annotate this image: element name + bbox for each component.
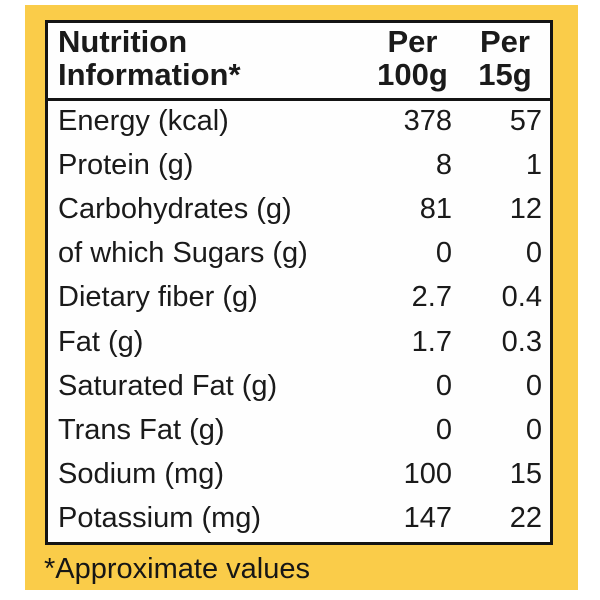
- value-per-100g: 81: [419, 192, 452, 225]
- nutrition-table: Nutrition Information* Per 100g Per 15g: [48, 23, 550, 541]
- value-per-100g: 2.7: [411, 281, 452, 314]
- value-per-100g: 8: [435, 148, 452, 181]
- table-row: Dietary fiber (g) 2.7 0.4: [48, 276, 550, 320]
- value-per-15g: 0.3: [501, 325, 542, 358]
- value-per-15g: 0: [525, 237, 542, 270]
- table-title-line2: Information*: [58, 57, 241, 93]
- value-per-100g: 0: [435, 369, 452, 402]
- nutrient-label: Dietary fiber (g): [58, 281, 258, 314]
- nutrient-label: Saturated Fat (g): [58, 369, 278, 402]
- table-row: Protein (g) 8 1: [48, 143, 550, 187]
- column-header-per-15g: Per 15g: [460, 23, 550, 101]
- per-100g-line1: Per: [387, 24, 438, 60]
- value-per-15g: 0: [525, 369, 542, 402]
- value-per-15g: 0: [525, 413, 542, 446]
- per-15g-line2: 15g: [478, 57, 532, 93]
- nutrient-label: Energy (kcal): [58, 105, 229, 138]
- table-row: of which Sugars (g) 0 0: [48, 232, 550, 276]
- value-per-100g: 0: [435, 413, 452, 446]
- table-row: Fat (g) 1.7 0.3: [48, 320, 550, 364]
- label-frame: Nutrition Information* Per 100g Per 15g: [25, 5, 578, 590]
- nutrient-label: Potassium (mg): [58, 502, 262, 535]
- value-per-100g: 147: [403, 502, 452, 535]
- value-per-100g: 1.7: [411, 325, 452, 358]
- nutrient-label: Fat (g): [58, 325, 144, 358]
- value-per-15g: 0.4: [501, 281, 542, 314]
- column-header-per-100g: Per 100g: [365, 23, 460, 101]
- table-row: Trans Fat (g) 0 0: [48, 408, 550, 452]
- table-body: Energy (kcal) 378 57 Protein (g) 8 1 Car…: [48, 99, 550, 541]
- per-15g-line1: Per: [480, 24, 530, 60]
- value-per-15g: 15: [509, 458, 542, 491]
- table-row: Carbohydrates (g) 81 12: [48, 187, 550, 231]
- value-per-15g: 1: [525, 148, 542, 181]
- table-title-line1: Nutrition: [58, 24, 188, 60]
- per-100g-line2: 100g: [377, 57, 448, 93]
- table-row: Sodium (mg) 100 15: [48, 453, 550, 497]
- table-row: Energy (kcal) 378 57: [48, 99, 550, 143]
- value-per-15g: 57: [509, 105, 542, 138]
- nutrient-label: Protein (g): [58, 148, 194, 181]
- footnote: *Approximate values: [44, 553, 310, 585]
- nutrient-label: Trans Fat (g): [58, 413, 225, 446]
- table-row: Saturated Fat (g) 0 0: [48, 364, 550, 408]
- nutrition-panel: Nutrition Information* Per 100g Per 15g: [45, 20, 553, 545]
- header-row: Nutrition Information* Per 100g Per 15g: [48, 23, 550, 101]
- table-header: Nutrition Information* Per 100g Per 15g: [48, 23, 550, 101]
- table-row: Potassium (mg) 147 22: [48, 497, 550, 541]
- value-per-100g: 100: [403, 458, 452, 491]
- table-title: Nutrition Information*: [48, 23, 365, 101]
- value-per-100g: 0: [435, 237, 452, 270]
- nutrient-label: Sodium (mg): [58, 458, 224, 491]
- value-per-15g: 12: [509, 192, 542, 225]
- value-per-100g: 378: [403, 105, 452, 138]
- nutrient-label: of which Sugars (g): [58, 237, 308, 270]
- nutrient-label: Carbohydrates (g): [58, 192, 292, 225]
- value-per-15g: 22: [509, 502, 542, 535]
